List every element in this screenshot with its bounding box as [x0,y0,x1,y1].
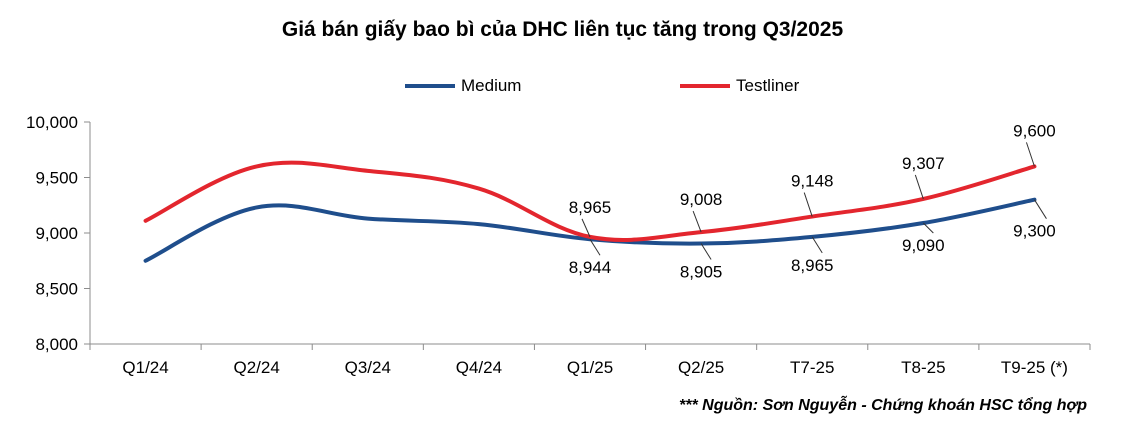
data-label-leader [811,236,823,254]
source-note: *** Nguồn: Sơn Nguyễn - Chứng khoán HSC … [679,397,1087,414]
data-label-leader [1034,199,1047,219]
x-tick-label: Q1/25 [567,358,613,377]
y-tick-label: 10,000 [26,113,78,132]
data-label-medium: 8,944 [569,258,612,277]
x-tick-label: T7-25 [790,358,834,377]
x-tick-label: Q1/24 [122,358,168,377]
data-label-testliner: 8,965 [569,198,612,217]
legend-swatch-testliner [680,84,730,88]
x-tick-label: Q2/25 [678,358,724,377]
data-label-leader [589,238,601,256]
data-label-testliner: 9,148 [791,172,834,191]
legend-label-testliner: Testliner [736,76,800,95]
data-label-medium: 9,300 [1013,222,1056,241]
legend-item-testliner: Testliner [680,76,799,96]
x-tick-label: T9-25 (*) [1001,358,1068,377]
data-label-leader [803,192,813,217]
data-label-leader [700,243,712,260]
chart-title: Giá bán giấy bao bì của DHC liên tục tăn… [281,18,844,41]
data-label-leader [1025,142,1035,167]
legend-swatch-medium [405,84,455,88]
y-tick-label: 8,500 [35,280,78,299]
legend-item-medium: Medium [405,76,521,96]
data-label-medium: 8,905 [680,263,723,282]
legend-label-medium: Medium [461,76,522,95]
x-tick-label: Q4/24 [456,358,502,377]
data-label-leader [922,222,934,234]
data-label-medium: 9,090 [902,236,945,255]
data-label-testliner: 9,600 [1013,121,1056,140]
y-tick-label: 9,000 [35,224,78,243]
data-label-leader [914,174,924,200]
x-tick-label: T8-25 [901,358,945,377]
data-label-leader [692,210,702,233]
data-label-testliner: 9,307 [902,154,945,173]
y-tick-label: 8,000 [35,335,78,354]
data-label-medium: 8,965 [791,256,834,275]
x-tick-label: Q3/24 [345,358,391,377]
x-tick-label: Q2/24 [234,358,280,377]
series-line-medium [143,197,1037,263]
data-label-leader [581,218,591,238]
data-label-testliner: 9,008 [680,190,723,209]
legend: Medium Testliner [0,76,1125,100]
y-tick-label: 9,500 [35,169,78,188]
